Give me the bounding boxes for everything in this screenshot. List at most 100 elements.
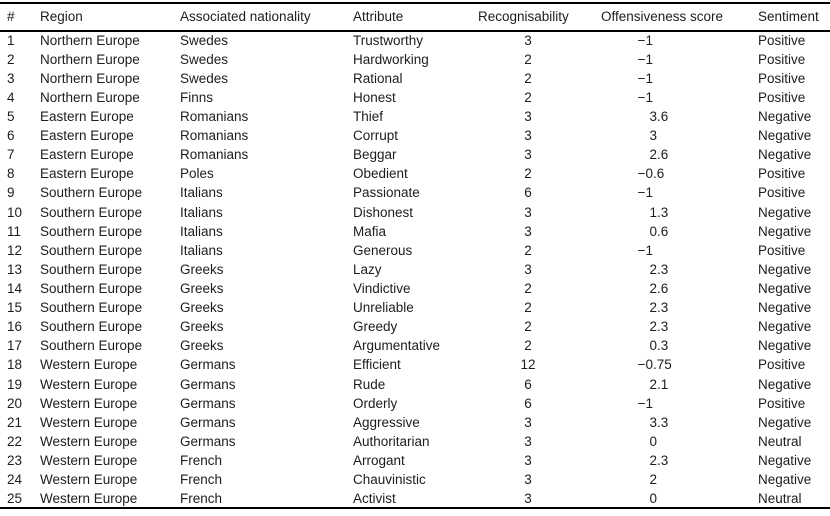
cell-region: Southern Europe <box>40 300 143 316</box>
cell-sentiment: Negative <box>758 280 812 296</box>
cell-offensiveness: 2.3 <box>649 319 669 335</box>
cell-num: 7 <box>7 147 15 163</box>
cell-num: 6 <box>7 128 15 144</box>
cell-offensiveness: 2.6 <box>649 147 669 163</box>
cell-sentiment: Negative <box>758 300 812 316</box>
cell-attribute: Obedient <box>353 166 408 182</box>
cell-nationality: Germans <box>180 433 236 449</box>
cell-sentiment: Positive <box>758 70 806 86</box>
cell-sentiment: Negative <box>758 147 812 163</box>
cell-num: 3 <box>7 70 15 86</box>
cell-region: Southern Europe <box>40 280 143 296</box>
table-row: 23 Western Europe French Arrogant 3 2.3 Negati… <box>0 451 830 470</box>
cell-recognisability: 2 <box>524 51 532 67</box>
cell-sentiment: Negative <box>758 261 812 277</box>
cell-offensiveness: −1 <box>637 70 653 86</box>
cell-recognisability: 2 <box>524 338 532 354</box>
cell-attribute: Vindictive <box>353 280 411 296</box>
cell-region: Eastern Europe <box>40 128 134 144</box>
cell-recognisability: 3 <box>524 414 532 430</box>
cell-nationality: Italians <box>180 204 223 220</box>
cell-recognisability: 3 <box>524 490 532 506</box>
cell-attribute: Aggressive <box>353 414 420 430</box>
cell-num: 12 <box>7 242 23 258</box>
cell-region: Western Europe <box>40 433 138 449</box>
cell-nationality: Swedes <box>180 51 229 67</box>
cell-sentiment: Negative <box>758 108 812 124</box>
cell-recognisability: 3 <box>524 108 532 124</box>
cell-nationality: Italians <box>180 242 223 258</box>
table-row: 1 Northern Europe Swedes Trustworthy 3 −1 Posi… <box>0 31 830 50</box>
cell-attribute: Efficient <box>353 357 401 373</box>
cell-num: 1 <box>7 33 15 49</box>
cell-nationality: Romanians <box>180 128 249 144</box>
cell-recognisability: 6 <box>524 185 532 201</box>
table-row: 13 Southern Europe Greeks Lazy 3 2.3 Negative <box>0 260 830 279</box>
cell-num: 14 <box>7 280 23 296</box>
cell-nationality: Romanians <box>180 147 249 163</box>
cell-recognisability: 3 <box>524 223 532 239</box>
table-row: 22 Western Europe Germans Authoritarian 3 0 Ne… <box>0 432 830 451</box>
column-header-offensiveness: Offensiveness score <box>601 3 758 32</box>
cell-offensiveness: 2 <box>649 472 657 488</box>
cell-nationality: French <box>180 472 223 488</box>
cell-offensiveness: 2.3 <box>649 300 669 316</box>
cell-nationality: Germans <box>180 395 236 411</box>
table-row: 2 Northern Europe Swedes Hardworking 2 −1 Posi… <box>0 50 830 69</box>
table-row: 25 Western Europe French Activist 3 0 Neutral <box>0 489 830 508</box>
cell-attribute: Generous <box>353 242 413 258</box>
cell-region: Eastern Europe <box>40 108 134 124</box>
cell-attribute: Orderly <box>353 395 398 411</box>
cell-num: 20 <box>7 395 23 411</box>
cell-num: 16 <box>7 319 23 335</box>
cell-offensiveness: 3 <box>649 128 657 144</box>
cell-offensiveness: 0.6 <box>649 223 669 239</box>
cell-nationality: Finns <box>180 89 214 105</box>
cell-region: Southern Europe <box>40 242 143 258</box>
cell-offensiveness: 0 <box>649 490 657 506</box>
cell-num: 21 <box>7 414 23 430</box>
cell-offensiveness: 1.3 <box>649 204 669 220</box>
cell-num: 23 <box>7 452 23 468</box>
cell-attribute: Activist <box>353 490 396 506</box>
cell-sentiment: Negative <box>758 223 812 239</box>
table-row: 17 Southern Europe Greeks Argumentative 2 0.3… <box>0 336 830 355</box>
cell-region: Western Europe <box>40 452 138 468</box>
cell-offensiveness: −0.75 <box>637 357 672 373</box>
cell-offensiveness: 2.3 <box>649 261 669 277</box>
table-header: # Region Associated nationality Attribut… <box>0 3 830 32</box>
cell-nationality: Greeks <box>180 338 224 354</box>
cell-sentiment: Negative <box>758 414 812 430</box>
cell-region: Southern Europe <box>40 338 143 354</box>
cell-nationality: Romanians <box>180 108 249 124</box>
cell-recognisability: 3 <box>524 128 532 144</box>
table-body: 1 Northern Europe Swedes Trustworthy 3 −1 Posi… <box>0 31 830 509</box>
cell-nationality: Italians <box>180 185 223 201</box>
cell-nationality: Greeks <box>180 319 224 335</box>
table-row: 5 Eastern Europe Romanians Thief 3 3.6 Negativ… <box>0 107 830 126</box>
column-header-sentiment: Sentiment <box>758 3 830 32</box>
column-header-region: Region <box>40 3 180 32</box>
table-row: 20 Western Europe Germans Orderly 6 −1 Positiv… <box>0 394 830 413</box>
cell-sentiment: Positive <box>758 166 806 182</box>
cell-recognisability: 2 <box>524 300 532 316</box>
cell-sentiment: Negative <box>758 204 812 220</box>
cell-sentiment: Positive <box>758 185 806 201</box>
table-row: 16 Southern Europe Greeks Greedy 2 2.3 Negativ… <box>0 317 830 336</box>
table-row: 19 Western Europe Germans Rude 6 2.1 Negative <box>0 374 830 393</box>
cell-offensiveness: −0.6 <box>637 166 665 182</box>
cell-recognisability: 2 <box>524 280 532 296</box>
cell-sentiment: Negative <box>758 376 812 392</box>
table-row: 15 Southern Europe Greeks Unreliable 2 2.3 Neg… <box>0 298 830 317</box>
cell-attribute: Greedy <box>353 319 398 335</box>
cell-region: Western Europe <box>40 472 138 488</box>
cell-recognisability: 3 <box>524 204 532 220</box>
cell-recognisability: 3 <box>524 33 532 49</box>
cell-sentiment: Neutral <box>758 433 802 449</box>
cell-attribute: Mafia <box>353 223 387 239</box>
cell-region: Western Europe <box>40 395 138 411</box>
cell-region: Western Europe <box>40 490 138 506</box>
cell-offensiveness: 2.3 <box>649 452 669 468</box>
cell-recognisability: 6 <box>524 376 532 392</box>
cell-region: Northern Europe <box>40 51 140 67</box>
